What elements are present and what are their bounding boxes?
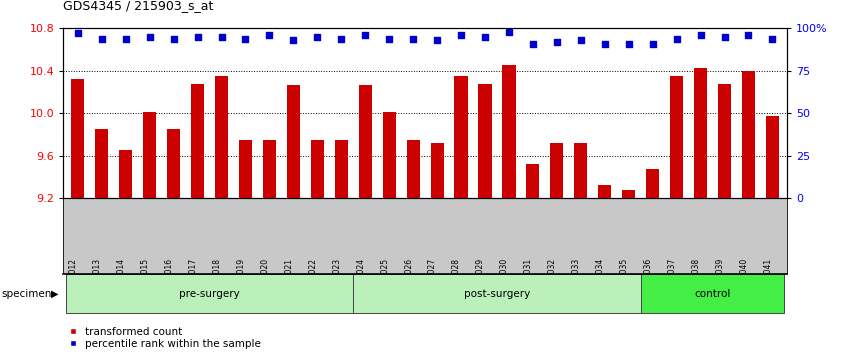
Point — [622, 41, 635, 46]
Bar — [143, 112, 157, 198]
Point — [694, 32, 707, 38]
Point — [478, 34, 492, 40]
Point — [239, 36, 252, 41]
Text: pre-surgery: pre-surgery — [179, 289, 240, 299]
Bar — [407, 140, 420, 198]
Bar — [263, 140, 276, 198]
Point — [191, 34, 205, 40]
Bar — [694, 68, 707, 198]
Bar — [431, 143, 443, 198]
Bar — [119, 150, 132, 198]
Legend: transformed count, percentile rank within the sample: transformed count, percentile rank withi… — [69, 327, 261, 349]
Point — [574, 38, 588, 43]
Point — [645, 41, 659, 46]
Point — [742, 32, 755, 38]
Point — [598, 41, 612, 46]
Bar — [550, 143, 563, 198]
Bar — [382, 112, 396, 198]
Bar — [310, 140, 324, 198]
Text: specimen: specimen — [2, 289, 52, 299]
Point — [119, 36, 133, 41]
Point — [215, 34, 228, 40]
Point — [310, 34, 324, 40]
Text: ▶: ▶ — [51, 289, 58, 299]
Bar — [167, 129, 180, 198]
Bar — [640, 274, 784, 313]
Bar — [287, 85, 300, 198]
Text: post-surgery: post-surgery — [464, 289, 530, 299]
Bar — [670, 76, 684, 198]
Point — [382, 36, 396, 41]
Bar — [215, 76, 228, 198]
Bar — [598, 185, 612, 198]
Bar — [454, 76, 468, 198]
Point — [550, 39, 563, 45]
Bar — [239, 140, 252, 198]
Point — [503, 29, 516, 35]
Point — [526, 41, 540, 46]
Bar — [646, 169, 659, 198]
Bar — [526, 164, 540, 198]
Bar — [71, 79, 85, 198]
Point — [431, 38, 444, 43]
Bar — [622, 190, 635, 198]
Point — [454, 32, 468, 38]
Bar — [503, 65, 515, 198]
Bar — [96, 129, 108, 198]
Bar — [66, 274, 354, 313]
Point — [766, 36, 779, 41]
Point — [406, 36, 420, 41]
Bar — [766, 116, 779, 198]
Text: control: control — [695, 289, 731, 299]
Text: GDS4345 / 215903_s_at: GDS4345 / 215903_s_at — [63, 0, 214, 12]
Point — [262, 32, 276, 38]
Point — [717, 34, 731, 40]
Point — [95, 36, 108, 41]
Bar — [574, 143, 587, 198]
Bar — [191, 84, 204, 198]
Point — [287, 38, 300, 43]
Bar — [359, 85, 372, 198]
Point — [71, 30, 85, 36]
Point — [167, 36, 180, 41]
Point — [359, 32, 372, 38]
Point — [670, 36, 684, 41]
Bar — [478, 84, 492, 198]
Bar — [742, 71, 755, 198]
Bar — [718, 84, 731, 198]
Bar — [354, 274, 640, 313]
Bar — [335, 140, 348, 198]
Point — [334, 36, 348, 41]
Point — [143, 34, 157, 40]
